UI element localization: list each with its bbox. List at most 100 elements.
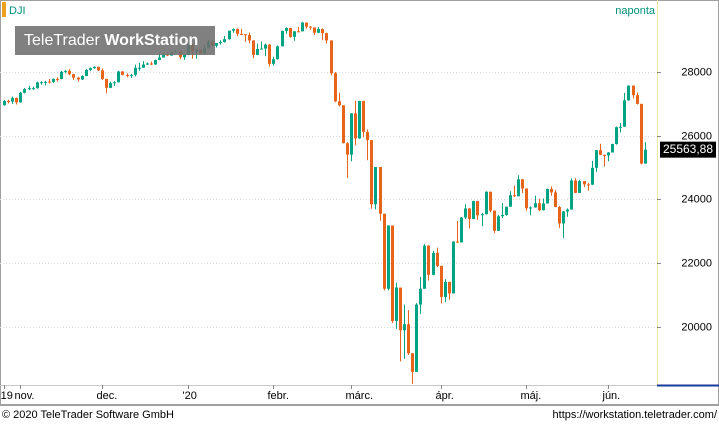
candle-body xyxy=(411,353,414,372)
candle-body xyxy=(219,42,222,44)
candle-body xyxy=(97,66,100,71)
candle-body xyxy=(374,167,377,205)
x-tick-label: '20 xyxy=(183,390,197,402)
candle-body xyxy=(354,113,357,139)
candle-body xyxy=(77,77,80,80)
candle-body xyxy=(644,149,647,164)
candle-body xyxy=(117,71,120,83)
candle-body xyxy=(485,191,488,215)
candle-body xyxy=(321,29,324,34)
candle-body xyxy=(399,287,402,331)
candle-body xyxy=(391,225,394,321)
candle-body xyxy=(342,105,345,144)
x-tick-label: ápr. xyxy=(436,390,454,402)
candle-body xyxy=(232,29,235,31)
candle-body xyxy=(150,63,153,65)
candle-body xyxy=(468,208,471,219)
candle-body xyxy=(546,188,549,204)
candle-body xyxy=(248,35,251,41)
x-tick-label: máj. xyxy=(521,390,542,402)
candle-body xyxy=(215,43,218,46)
candle-body xyxy=(44,81,47,83)
candle-body xyxy=(493,210,496,231)
candle-body xyxy=(101,70,104,79)
candle-body xyxy=(370,140,373,205)
symbol-marker xyxy=(2,2,6,17)
candle-body xyxy=(513,195,516,197)
x-tick-label: febr. xyxy=(268,390,289,402)
candle-body xyxy=(427,245,430,275)
candle-body xyxy=(407,324,410,354)
candle-body xyxy=(138,67,141,69)
candle-body xyxy=(158,57,161,60)
candle-body xyxy=(276,46,279,60)
watermark-box xyxy=(15,26,215,55)
candle-body xyxy=(383,213,386,289)
x-tick-label: jún. xyxy=(602,390,621,402)
candle-body xyxy=(121,71,124,75)
candle-body xyxy=(40,82,43,84)
x-tick-label: nov. xyxy=(15,390,35,402)
candle-body xyxy=(183,54,186,58)
candle-body xyxy=(558,207,561,224)
watermark-product: WorkStation xyxy=(104,32,198,49)
candle-body xyxy=(615,127,618,144)
candle-body xyxy=(452,241,455,294)
x-tick-label: dec. xyxy=(97,390,118,402)
candle-body xyxy=(517,179,520,197)
candle-body xyxy=(525,188,528,209)
candle-body xyxy=(619,126,622,128)
y-tick-label: 24000 xyxy=(681,193,712,205)
candle-body xyxy=(142,64,145,68)
candle-body xyxy=(542,203,545,211)
candle-body xyxy=(362,100,365,132)
candle-body xyxy=(264,44,267,49)
candle-body xyxy=(607,152,610,156)
candle-body xyxy=(126,74,129,76)
watermark-brand: TeleTrader xyxy=(24,32,101,49)
candle-body xyxy=(366,131,369,141)
candle-body xyxy=(260,48,263,50)
candle-body xyxy=(244,34,247,36)
candle-body xyxy=(85,69,88,76)
candle-body xyxy=(289,28,292,37)
candle-body xyxy=(603,154,606,156)
candle-body xyxy=(130,74,133,76)
candle-body xyxy=(358,100,361,139)
y-tick-label: 28000 xyxy=(681,66,712,78)
candle-body xyxy=(387,225,390,289)
candle-body xyxy=(293,31,296,37)
candle-body xyxy=(423,245,426,289)
candle-body xyxy=(538,203,541,211)
candle-body xyxy=(309,26,312,28)
candle-body xyxy=(236,29,239,34)
candle-body xyxy=(93,66,96,69)
candle-body xyxy=(7,100,10,102)
candle-body xyxy=(623,100,626,127)
candle-body xyxy=(68,70,71,75)
candle-body xyxy=(481,214,484,216)
footer-url: https://workstation.teletrader.com/ xyxy=(553,409,718,421)
last-value-label: 25563,88 xyxy=(663,142,713,156)
x-tick-label: márc. xyxy=(346,390,374,402)
candle-body xyxy=(578,181,581,193)
candle-body xyxy=(403,324,406,331)
candle-body xyxy=(28,88,31,90)
last-value-box xyxy=(660,141,716,158)
candle-body xyxy=(509,195,512,207)
candle-body xyxy=(456,241,459,243)
candle-body xyxy=(36,82,39,89)
candle-body xyxy=(162,54,165,58)
candle-body xyxy=(113,82,116,84)
candle-body xyxy=(223,39,226,43)
candle-body xyxy=(89,68,92,70)
candle-body xyxy=(285,28,288,31)
y-tick-label: 22000 xyxy=(681,257,712,269)
candle-body xyxy=(489,191,492,211)
candle-body xyxy=(350,113,353,155)
candle-body xyxy=(501,214,504,217)
candle-body xyxy=(448,281,451,294)
candle-body xyxy=(60,71,63,79)
